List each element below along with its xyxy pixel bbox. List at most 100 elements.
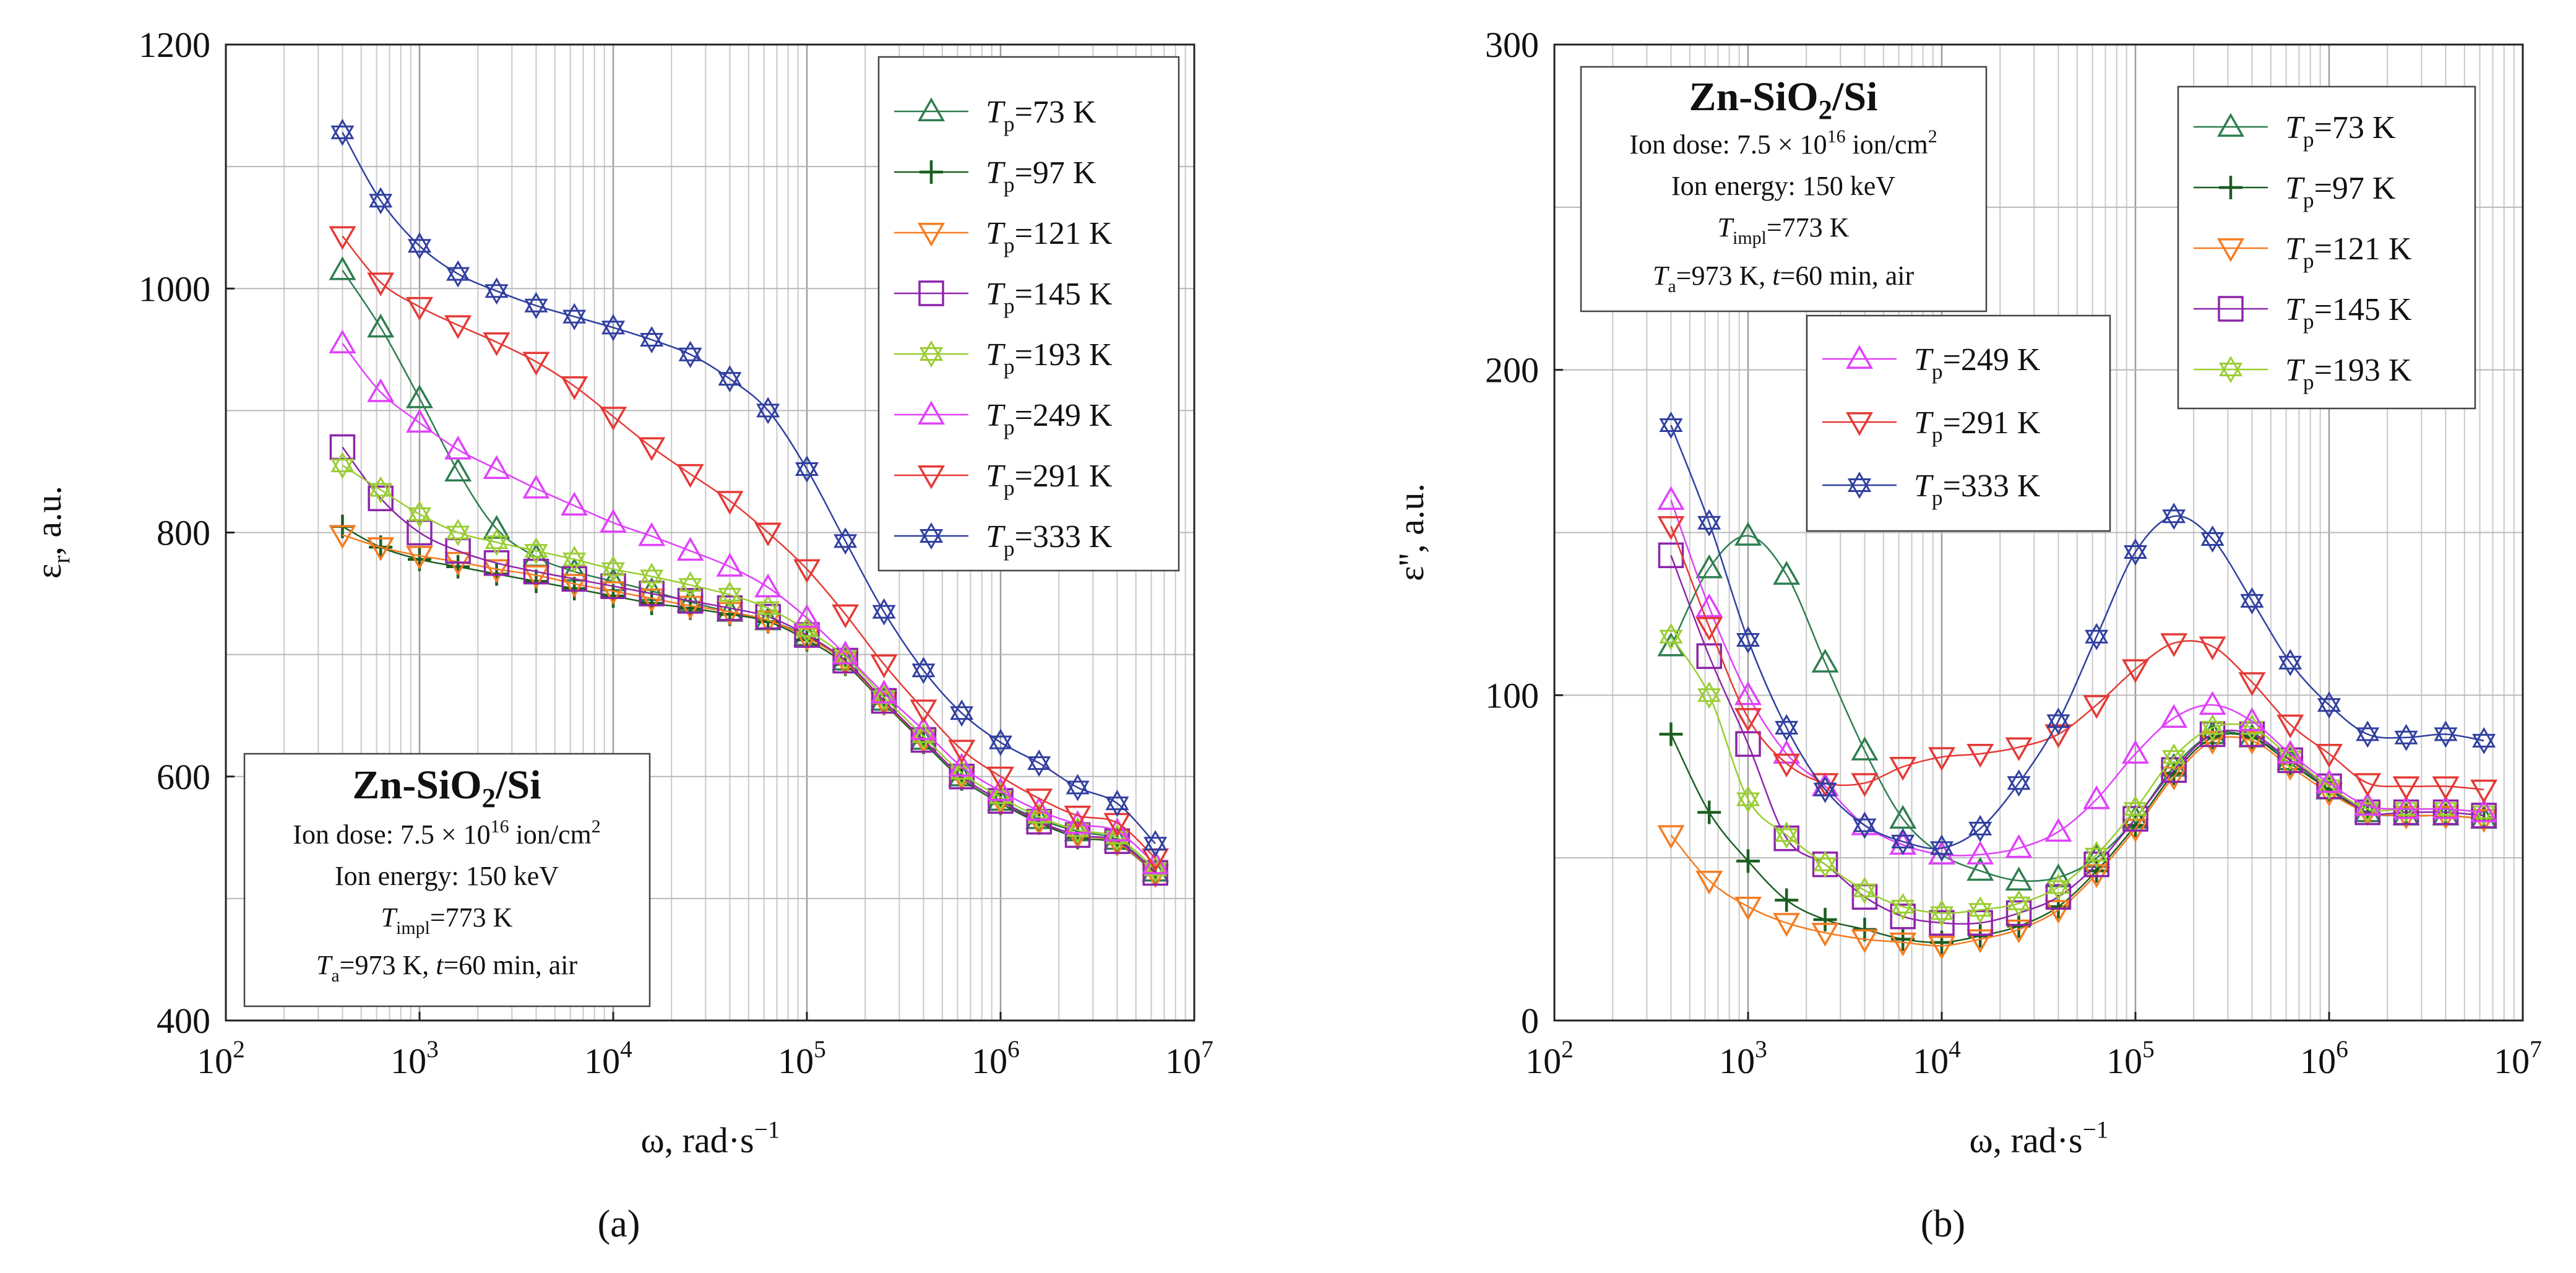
panel-b-data-point: [1853, 876, 1877, 904]
panel-a-data-point: [718, 580, 742, 609]
panel-b-data-point: [1811, 923, 1839, 947]
panel-b-data-point: [2083, 785, 2111, 809]
panel-b-data-point: [2278, 649, 2302, 676]
panel-b-data-point: [1695, 870, 1723, 895]
panel-a-data-point: [329, 329, 356, 353]
panel-a-data-point: [561, 566, 587, 592]
panel-a-data-point: [640, 563, 664, 590]
panel-b-data-point: [2394, 723, 2418, 751]
panel-a-series: [329, 226, 1170, 873]
panel-b-data-point: [1736, 849, 1760, 873]
panel-a-data-point: [756, 397, 780, 425]
panel-a-data-point: [834, 527, 858, 555]
panel-a-data-point: [562, 303, 587, 330]
panel-a-series-line: [342, 235, 1157, 859]
panel-a-data-point: [405, 545, 434, 570]
panel-b-x-tick-label: 102: [1525, 1035, 1574, 1081]
panel-a-data-point: [405, 384, 434, 408]
panel-b-data-point: [2007, 889, 2031, 917]
panel-b-data-point: [2085, 840, 2109, 868]
panel-b-legend-marker: [2219, 176, 2242, 199]
panel-b-data-point: [2121, 740, 2150, 764]
panel-b-data-point: [1813, 908, 1837, 932]
panel-a-y-tick-label: 600: [157, 757, 210, 797]
panel-a-data-point: [832, 604, 859, 629]
panel-b-data-point: [2046, 873, 2070, 901]
panel-b-data-point: [1659, 722, 1683, 746]
panel-a-legend-label: Tp=333 K: [986, 519, 1113, 561]
panel-b-data-point: [1851, 773, 1879, 797]
panel-b-data-point: [1697, 681, 1721, 709]
panel-a-data-point: [872, 598, 896, 626]
panel-b-data-point: [2315, 743, 2343, 768]
panel-a-data-point: [756, 594, 780, 622]
panel-b-legend-marker: [2216, 113, 2245, 137]
panel-b-x-tick-label: 106: [2300, 1035, 2348, 1081]
panel-b-data-point: [2238, 707, 2266, 731]
panel-b-x-tick-label: 104: [1913, 1035, 1961, 1081]
panel-b-plot-frame: [1553, 43, 2524, 1022]
panel-a-legend-marker: [917, 400, 946, 425]
panel-a-data-point: [367, 313, 395, 338]
panel-b-label: (b): [1921, 1203, 1965, 1245]
panel-a-series-line: [342, 465, 1157, 870]
panel-a-data-point: [329, 525, 356, 549]
panel-a-data-point: [910, 699, 937, 723]
panel-a-data-point: [367, 537, 395, 561]
panel-a-data-point: [483, 332, 510, 356]
panel-a-data-point: [793, 559, 821, 584]
panel-a-y-tick-label: 400: [157, 1001, 210, 1041]
panel-b-data-point: [2005, 900, 2032, 926]
panel-b-series-line: [1670, 736, 2484, 947]
panel-a-data-point: [793, 603, 821, 628]
svg-text:Ion energy: 150 keV: Ion energy: 150 keV: [1671, 171, 1895, 201]
panel-a-data-point: [522, 475, 550, 499]
panel-b-y-tick-label: 0: [1521, 1001, 1539, 1041]
panel-a-data-point: [1025, 796, 1053, 821]
panel-b-data-point: [1851, 736, 1879, 761]
panel-a-data-point: [911, 657, 936, 684]
panel-b-data-point: [2085, 623, 2109, 650]
panel-b-data-point: [1966, 743, 1994, 768]
panel-a-data-point: [986, 777, 1015, 801]
panel-a-series-line: [342, 343, 1157, 865]
panel-b-data-point: [2046, 707, 2070, 735]
panel-b-legend-label: Tp=97 K: [2285, 171, 2396, 212]
panel-a-legend-marker: [919, 522, 944, 550]
panel-b-data-point: [1929, 834, 1954, 862]
panel-b-data-point: [1966, 857, 1994, 881]
panel-a-data-point: [1103, 817, 1131, 842]
panel-b-legend-entry: Tp=249 K: [1822, 342, 2041, 384]
panel-a-legend-label: Tp=193 K: [986, 337, 1113, 379]
panel-b-data-point: [2432, 776, 2460, 801]
panel-a-data-point: [948, 753, 976, 777]
panel-a-legend-label: Tp=291 K: [986, 459, 1113, 500]
panel-b-data-point: [2432, 799, 2459, 826]
panel-b-legend-label: Tp=249 K: [1914, 342, 2041, 384]
panel-b-data-point: [2161, 757, 2187, 783]
svg-text:Zn-SiO2/Si: Zn-SiO2/Si: [1689, 74, 1878, 125]
panel-b-data-point: [2005, 834, 2033, 858]
panel-a-legend-marker: [919, 340, 944, 368]
panel-a-data-point: [1066, 774, 1090, 801]
panel-a-data-point: [986, 766, 1015, 791]
panel-b-data-point: [2317, 691, 2341, 719]
panel-a-data-point: [1064, 805, 1092, 830]
panel-b-series-line: [1670, 499, 2484, 857]
panel-b-data-point: [1773, 825, 1799, 852]
panel-a-data-point: [405, 296, 434, 321]
panel-b-data-point: [2005, 866, 2033, 891]
panel-b-data-point: [1734, 681, 1762, 706]
panel-a-data-point: [910, 716, 937, 740]
panel-a-data-point: [948, 740, 976, 764]
panel-b-data-point: [1889, 805, 1917, 829]
panel-a-data-point: [561, 491, 588, 516]
panel-a-data-point: [676, 537, 704, 561]
panel-a-x-tick-label: 105: [778, 1035, 826, 1081]
panel-a-data-point: [677, 588, 704, 614]
panel-b-series: [1658, 542, 2497, 936]
panel-a-data-point: [754, 573, 782, 598]
panel-b-legend-high: Tp=249 K Tp=291 K Tp=333 K: [1806, 314, 2111, 532]
panel-a-data-point: [870, 680, 898, 704]
